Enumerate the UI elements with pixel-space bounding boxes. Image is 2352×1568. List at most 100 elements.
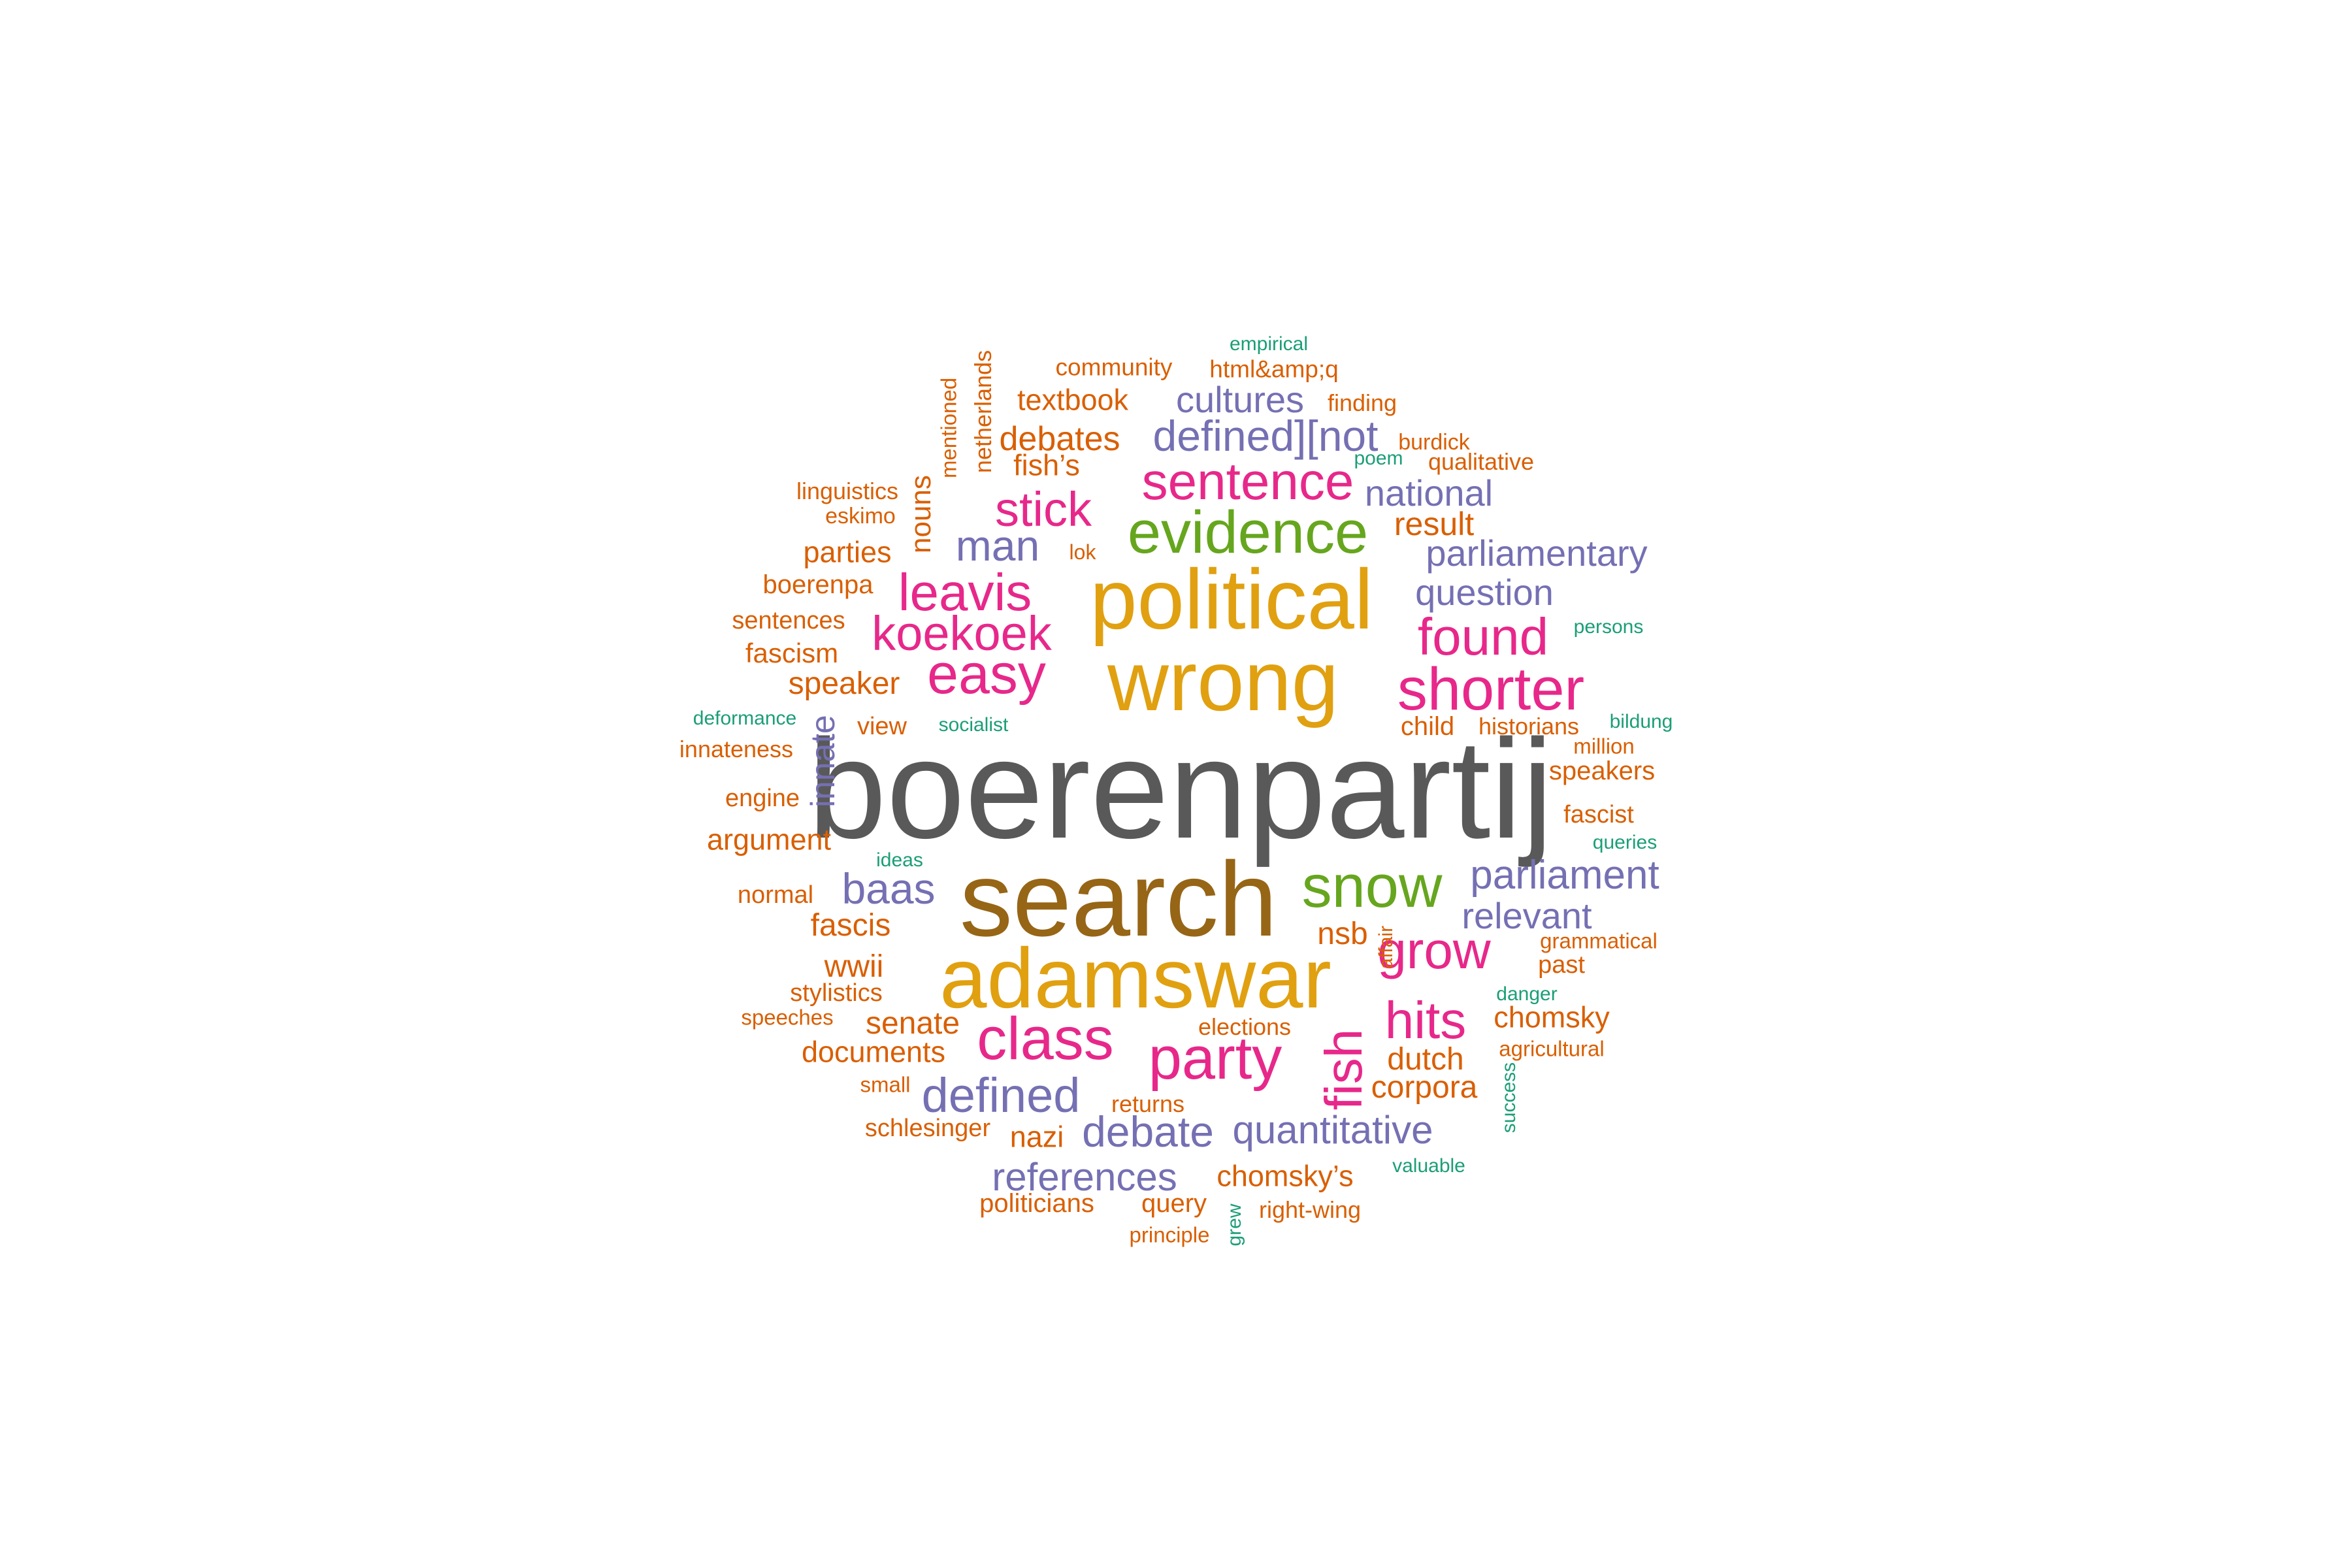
word: grew (1224, 1203, 1245, 1247)
word: adamswar (939, 930, 1331, 1026)
word: political (1090, 551, 1373, 647)
word: innate (804, 715, 842, 808)
word: normal (737, 881, 814, 909)
word: easy (927, 643, 1046, 706)
word: socialist (938, 714, 1009, 736)
word: chomsky’s (1217, 1159, 1354, 1193)
word: fascism (745, 638, 839, 668)
word: nouns (905, 475, 937, 553)
word: engine (725, 785, 800, 812)
word: mentioned (936, 377, 961, 479)
word: bildung (1609, 711, 1673, 732)
word: national (1364, 472, 1494, 514)
word: politicians (979, 1189, 1094, 1218)
word: fish’s (1013, 448, 1080, 482)
word: snow (1301, 853, 1443, 920)
word: speakers (1548, 757, 1656, 785)
word: man (955, 521, 1040, 570)
word: result (1394, 506, 1475, 542)
word: qualitative (1428, 448, 1535, 475)
word: boerenpartij (808, 710, 1554, 868)
word: nazi (1009, 1120, 1064, 1154)
word: poem (1354, 448, 1403, 469)
word: textbook (1017, 383, 1129, 417)
word: html&amp;q (1209, 355, 1339, 383)
word: search (959, 840, 1278, 958)
word: queries (1592, 832, 1658, 853)
word: speaker (788, 666, 900, 701)
word: elections (1198, 1013, 1292, 1040)
word: persons (1573, 616, 1644, 638)
word: relevant (1462, 895, 1592, 936)
word: shorter (1397, 656, 1585, 723)
word: principle (1129, 1222, 1210, 1247)
word: burdick (1398, 430, 1470, 455)
word: cultures (1175, 379, 1305, 420)
word: view (857, 713, 907, 740)
word: references (992, 1155, 1177, 1199)
word: stylistics (790, 979, 883, 1007)
word: deformance (693, 708, 797, 729)
word: empirical (1229, 333, 1309, 355)
word: question (1415, 572, 1554, 613)
word: debates (999, 420, 1120, 458)
word: baas (841, 864, 936, 913)
word: corpora (1371, 1070, 1478, 1105)
word: evidence (1127, 499, 1369, 566)
word: sentence (1141, 452, 1354, 510)
word: fish (1315, 1028, 1373, 1111)
word: quantitative (1232, 1108, 1433, 1152)
word: historians (1478, 713, 1580, 740)
word: parliament (1470, 853, 1659, 898)
word: small (860, 1072, 911, 1097)
word: argument (706, 823, 832, 857)
word: hits (1384, 991, 1467, 1049)
word: past (1538, 951, 1585, 979)
word: grammatical (1540, 928, 1658, 953)
word: eskimo (825, 504, 896, 529)
word: agricultural (1499, 1036, 1605, 1061)
word: stick (995, 482, 1092, 536)
word: debate (1082, 1107, 1214, 1156)
word: wwii (824, 949, 884, 984)
word: chomsky (1494, 1000, 1610, 1034)
word: danger (1496, 983, 1558, 1005)
word: innateness (679, 736, 794, 762)
word: parliamentary (1426, 532, 1648, 574)
word: class (977, 1005, 1114, 1072)
word: success (1498, 1062, 1520, 1134)
word: sentences (732, 607, 845, 634)
word: senate (865, 1006, 960, 1041)
word: community (1055, 353, 1173, 381)
word: defined][not (1152, 412, 1379, 460)
word: koekoek (872, 606, 1052, 661)
word: right-wing (1258, 1196, 1362, 1223)
word: affair (1375, 925, 1397, 970)
word: boerenpa (762, 570, 874, 599)
word: found (1417, 608, 1549, 666)
word: nsb (1317, 917, 1368, 951)
word: valuable (1392, 1155, 1465, 1177)
word: documents (801, 1035, 946, 1069)
word: defined (921, 1068, 1081, 1122)
word: parties (803, 535, 892, 569)
word: netherlands (970, 350, 996, 474)
word: party (1148, 1025, 1282, 1092)
word: million (1573, 734, 1635, 759)
word: returns (1111, 1090, 1185, 1117)
word: finding (1327, 389, 1397, 416)
word: speeches (741, 1005, 834, 1030)
word: child (1400, 712, 1455, 741)
word: grow (1377, 921, 1491, 979)
word: fascis (810, 908, 891, 943)
word: lok (1069, 540, 1096, 564)
word: fascist (1563, 801, 1634, 828)
word: query (1141, 1189, 1207, 1218)
word: schlesinger (864, 1115, 991, 1142)
word: wrong (1107, 633, 1339, 728)
word: leavis (898, 563, 1032, 621)
word: dutch (1387, 1042, 1464, 1077)
word: ideas (876, 849, 923, 871)
word: linguistics (796, 478, 899, 504)
